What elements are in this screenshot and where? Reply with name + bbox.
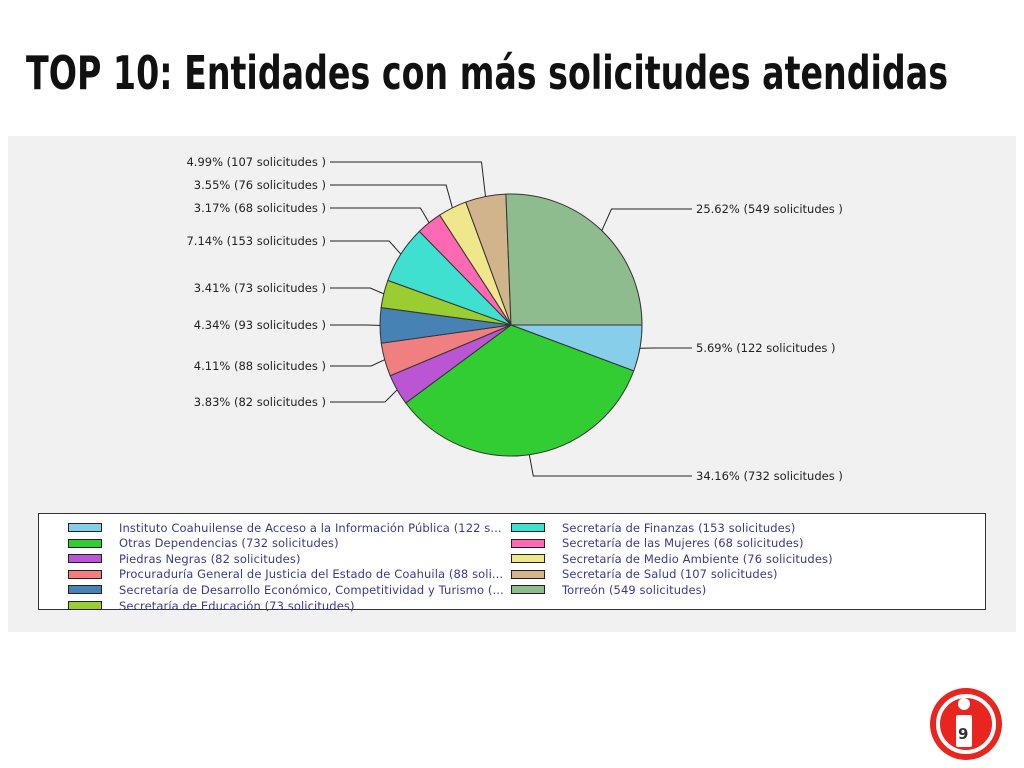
legend-label: Secretaría de Finanzas (153 solicitudes): [562, 520, 796, 535]
leader-line: [330, 161, 486, 197]
pie-chart: 5.69% (122 solicitudes ) 34.16% (732 soli…: [186, 155, 843, 483]
legend-item: Torreón (549 solicitudes): [511, 582, 706, 597]
legend-label: Torreón (549 solicitudes): [562, 582, 707, 597]
leader-line: [330, 240, 402, 255]
leader-line: [330, 287, 384, 295]
legend-item: Secretaría de Educación (73 solicitudes): [68, 598, 355, 613]
info-logo-icon: [930, 688, 1002, 760]
legend-swatch: [68, 523, 102, 532]
legend-label: Secretaría de Medio Ambiente (76 solicit…: [562, 551, 833, 566]
leader-line: [528, 454, 692, 477]
slice-data-label: 3.55% (76 solicitudes ): [194, 178, 326, 192]
slice-data-label: 4.99% (107 solicitudes ): [186, 155, 326, 169]
leader-line: [330, 184, 453, 208]
legend-label: Instituto Coahuilense de Acceso a la Inf…: [119, 520, 502, 535]
slice-data-label: 3.17% (68 solicitudes ): [194, 201, 326, 215]
leader-line: [330, 359, 385, 367]
legend-label: Secretaría de Desarrollo Económico, Comp…: [119, 582, 504, 597]
legend-swatch: [511, 523, 545, 532]
legend-item: Instituto Coahuilense de Acceso a la Inf…: [68, 520, 502, 535]
chart-legend: Instituto Coahuilense de Acceso a la Inf…: [38, 513, 986, 613]
slice-data-label: 4.11% (88 solicitudes ): [194, 359, 326, 373]
legend-label: Otras Dependencias (732 solicitudes): [119, 536, 339, 551]
slice-data-label: 34.16% (732 solicitudes ): [696, 469, 843, 483]
legend-item: Secretaría de las Mujeres (68 solicitude…: [511, 536, 804, 551]
legend-item: Procuraduría General de Justicia del Est…: [68, 567, 503, 582]
legend-label: Secretaría de Educación (73 solicitudes): [119, 598, 355, 613]
legend-item: Piedras Negras (82 solicitudes): [68, 551, 301, 566]
legend-item: Secretaría de Salud (107 solicitudes): [511, 567, 778, 582]
legend-swatch: [68, 569, 102, 579]
slice-data-label: 3.41% (73 solicitudes ): [194, 281, 326, 295]
legend-label: Secretaría de Salud (107 solicitudes): [562, 567, 778, 582]
page-number: 9: [958, 725, 969, 743]
slide-title-text: TOP 10: Entidades con más solicitudes at…: [26, 46, 948, 100]
legend-label: Secretaría de las Mujeres (68 solicitude…: [562, 536, 804, 551]
legend-item: Secretaría de Finanzas (153 solicitudes): [511, 520, 795, 535]
slice-data-label: 7.14% (153 solicitudes ): [186, 234, 326, 248]
slice-data-label: 5.69% (122 solicitudes ): [696, 341, 836, 355]
legend-swatch: [511, 554, 545, 564]
legend-swatch: [68, 538, 102, 548]
legend-label: Piedras Negras (82 solicitudes): [119, 551, 301, 566]
legend-swatch: [511, 569, 545, 579]
legend-swatch: [68, 585, 102, 595]
leader-line: [330, 207, 430, 223]
legend-swatch: [511, 585, 545, 595]
pie-chart-panel: 5.69% (122 solicitudes ) 34.16% (732 soli…: [8, 136, 1016, 632]
slice-data-label: 25.62% (549 solicitudes ): [696, 202, 843, 216]
leader-line: [330, 389, 398, 403]
slice-data-label: 4.34% (93 solicitudes ): [194, 318, 326, 332]
legend-swatch: [511, 538, 545, 548]
legend-label: Procuraduría General de Justicia del Est…: [119, 567, 504, 582]
leader-line: [601, 208, 692, 231]
legend-swatch: [68, 554, 102, 564]
pie-slice: [505, 193, 643, 326]
legend-swatch: [68, 601, 102, 610]
legend-item: Secretaría de Desarrollo Económico, Comp…: [68, 582, 504, 597]
slide-title: TOP 10: Entidades con más solicitudes at…: [26, 34, 1006, 106]
legend-item: Secretaría de Medio Ambiente (76 solicit…: [511, 551, 833, 566]
legend-item: Otras Dependencias (732 solicitudes): [68, 536, 339, 551]
slice-data-label: 3.83% (82 solicitudes ): [194, 395, 326, 409]
